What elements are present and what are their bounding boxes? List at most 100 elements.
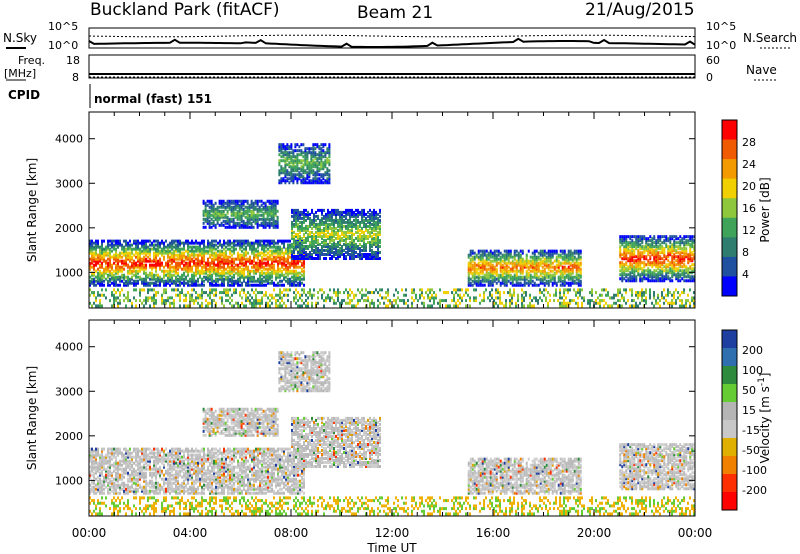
- power-cell: [217, 277, 219, 281]
- power-cell: [625, 257, 628, 261]
- power-cell: [209, 283, 211, 287]
- power-cell: [359, 212, 361, 216]
- power-cell: [209, 293, 211, 297]
- power-cell: [537, 255, 540, 259]
- power-cell: [121, 243, 123, 247]
- power-cell: [254, 199, 257, 203]
- power-cell: [543, 257, 546, 261]
- power-cell: [209, 267, 211, 271]
- freq-unit-label: [MHz]: [4, 67, 36, 80]
- power-cell: [467, 255, 470, 259]
- power-cell: [309, 244, 311, 248]
- power-cell: [481, 267, 484, 271]
- power-cell: [567, 259, 570, 263]
- power-cell: [347, 222, 349, 226]
- power-cell: [369, 216, 371, 220]
- power-cell: [89, 249, 91, 253]
- power-cell: [266, 217, 269, 221]
- power-cell: [355, 208, 357, 212]
- power-cell: [111, 273, 113, 277]
- power-cell: [201, 257, 203, 261]
- power-cell: [264, 207, 267, 211]
- power-cell: [310, 181, 313, 185]
- power-cell: [509, 261, 512, 265]
- power-cell: [135, 281, 137, 285]
- power-cell: [123, 263, 125, 267]
- power-cell: [185, 249, 187, 253]
- power-cell: [319, 224, 321, 228]
- power-cell: [287, 267, 289, 271]
- power-cell: [264, 209, 267, 213]
- power-cell: [341, 222, 343, 226]
- power-cell: [357, 228, 359, 232]
- power-cell: [369, 208, 371, 212]
- power-cell: [517, 259, 520, 263]
- power-cell: [91, 273, 93, 277]
- power-cell: [111, 265, 113, 269]
- power-cell: [297, 265, 299, 269]
- power-cell: [579, 279, 582, 283]
- power-cell: [95, 253, 97, 257]
- power-cell: [215, 279, 217, 283]
- power-cell: [379, 232, 381, 236]
- power-cell: [274, 205, 277, 209]
- power-cell: [575, 261, 578, 265]
- power-cell: [321, 240, 323, 244]
- power-cell: [359, 238, 361, 242]
- power-cell: [139, 249, 141, 253]
- power-cell: [191, 293, 193, 297]
- power-cell: [189, 277, 191, 281]
- power-cell: [317, 216, 319, 220]
- power-cell: [252, 205, 255, 209]
- power-cell: [311, 230, 313, 234]
- power-cell: [145, 299, 147, 303]
- power-cell: [97, 304, 99, 308]
- power-cell: [175, 283, 177, 287]
- power-cell: [264, 221, 267, 225]
- power-cell: [240, 219, 243, 223]
- power-cell: [223, 283, 225, 287]
- power-cell: [493, 251, 496, 255]
- power-cell: [503, 281, 506, 285]
- power-cell: [232, 205, 235, 209]
- power-cell: [300, 175, 303, 179]
- power-cell: [225, 299, 227, 303]
- power-cell: [661, 277, 664, 281]
- power-cell: [147, 283, 149, 287]
- power-cell: [287, 245, 289, 249]
- power-cell: [169, 277, 171, 281]
- power-cell: [97, 241, 99, 245]
- power-cell: [179, 261, 181, 265]
- power-cell: [286, 159, 289, 163]
- power-cell: [133, 296, 135, 300]
- power-cell: [303, 228, 305, 232]
- power-cell: [89, 281, 91, 285]
- power-cell: [225, 259, 227, 263]
- power-cell: [97, 275, 99, 279]
- power-cell: [183, 255, 185, 259]
- power-cell: [227, 265, 229, 269]
- power-cell: [209, 288, 211, 292]
- power-cell: [272, 217, 275, 221]
- power-cell: [187, 249, 189, 253]
- power-cell: [283, 263, 285, 267]
- power-cell: [491, 267, 494, 271]
- power-cell: [226, 201, 229, 205]
- power-cell: [171, 275, 173, 279]
- power-cell: [266, 223, 269, 227]
- power-cell: [238, 205, 241, 209]
- power-cell: [679, 263, 682, 267]
- power-cell: [183, 299, 185, 303]
- power-cell: [345, 238, 347, 242]
- power-cell: [240, 203, 243, 207]
- power-cell: [561, 283, 564, 287]
- power-cell: [296, 177, 299, 181]
- power-cell: [277, 255, 279, 259]
- power-cell: [165, 281, 167, 285]
- power-cell: [129, 271, 131, 275]
- power-cell: [269, 265, 271, 269]
- power-cell: [193, 251, 195, 255]
- power-cell: [523, 279, 526, 283]
- power-cell: [295, 244, 297, 248]
- power-cell: [507, 269, 510, 273]
